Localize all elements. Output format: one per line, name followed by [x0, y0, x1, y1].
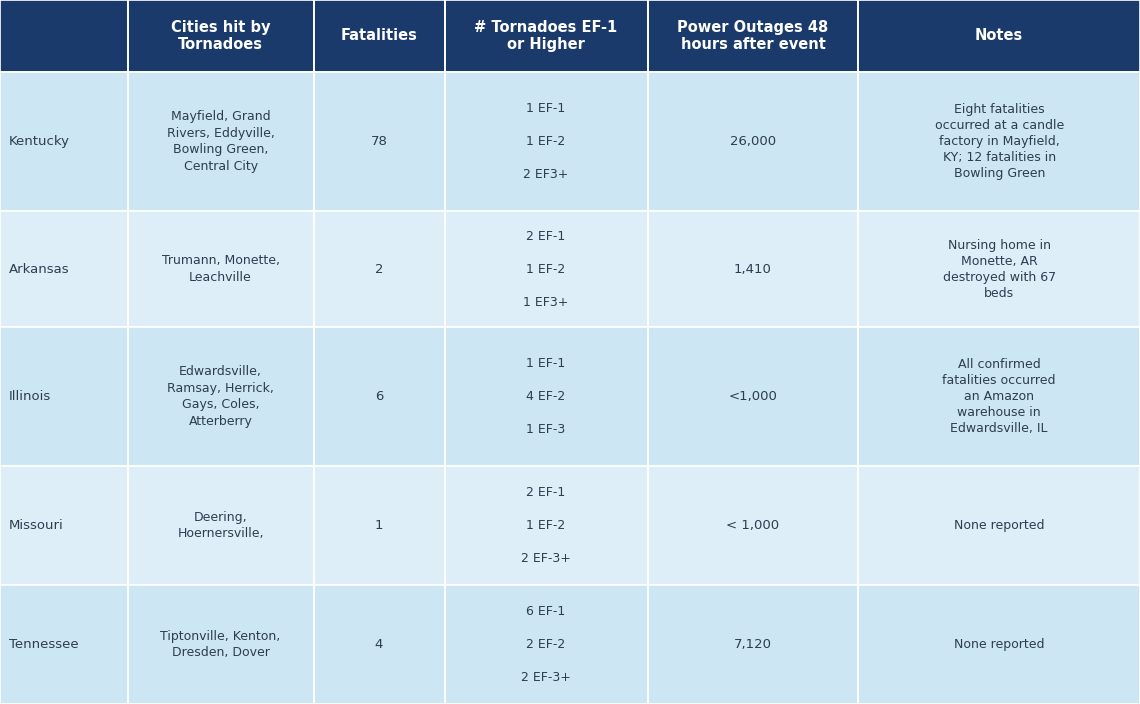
FancyBboxPatch shape — [445, 466, 648, 585]
FancyBboxPatch shape — [0, 0, 128, 72]
Text: Tennessee: Tennessee — [9, 638, 79, 651]
FancyBboxPatch shape — [648, 327, 858, 466]
Text: 1: 1 — [375, 519, 383, 532]
FancyBboxPatch shape — [128, 72, 314, 211]
FancyBboxPatch shape — [858, 211, 1140, 327]
Text: 1,410: 1,410 — [734, 263, 772, 275]
FancyBboxPatch shape — [648, 585, 858, 704]
FancyBboxPatch shape — [314, 72, 445, 211]
Text: Tiptonville, Kenton,
Dresden, Dover: Tiptonville, Kenton, Dresden, Dover — [161, 630, 280, 660]
Text: None reported: None reported — [954, 638, 1044, 651]
Text: Missouri: Missouri — [9, 519, 64, 532]
Text: Notes: Notes — [975, 28, 1024, 44]
FancyBboxPatch shape — [0, 72, 128, 211]
FancyBboxPatch shape — [0, 466, 128, 585]
Text: Trumann, Monette,
Leachville: Trumann, Monette, Leachville — [162, 254, 279, 284]
Text: Nursing home in
Monette, AR
destroyed with 67
beds: Nursing home in Monette, AR destroyed wi… — [943, 239, 1056, 300]
Text: 6: 6 — [375, 390, 383, 403]
FancyBboxPatch shape — [858, 585, 1140, 704]
FancyBboxPatch shape — [314, 0, 445, 72]
Text: All confirmed
fatalities occurred
an Amazon
warehouse in
Edwardsville, IL: All confirmed fatalities occurred an Ama… — [943, 358, 1056, 435]
Text: Edwardsville,
Ramsay, Herrick,
Gays, Coles,
Atterberry: Edwardsville, Ramsay, Herrick, Gays, Col… — [168, 365, 274, 428]
Text: Illinois: Illinois — [9, 390, 51, 403]
Text: Mayfield, Grand
Rivers, Eddyville,
Bowling Green,
Central City: Mayfield, Grand Rivers, Eddyville, Bowli… — [166, 111, 275, 173]
FancyBboxPatch shape — [648, 466, 858, 585]
FancyBboxPatch shape — [445, 327, 648, 466]
FancyBboxPatch shape — [858, 327, 1140, 466]
Text: Deering,
Hoernersville,: Deering, Hoernersville, — [178, 511, 263, 541]
Text: 2 EF-1

1 EF-2

2 EF-3+: 2 EF-1 1 EF-2 2 EF-3+ — [521, 486, 571, 565]
FancyBboxPatch shape — [128, 327, 314, 466]
FancyBboxPatch shape — [445, 585, 648, 704]
Text: < 1,000: < 1,000 — [726, 519, 780, 532]
Text: <1,000: <1,000 — [728, 390, 777, 403]
Text: 78: 78 — [370, 135, 388, 148]
Text: Fatalities: Fatalities — [341, 28, 417, 44]
FancyBboxPatch shape — [0, 585, 128, 704]
Text: Power Outages 48
hours after event: Power Outages 48 hours after event — [677, 20, 829, 52]
FancyBboxPatch shape — [858, 0, 1140, 72]
Text: 26,000: 26,000 — [730, 135, 776, 148]
FancyBboxPatch shape — [445, 72, 648, 211]
FancyBboxPatch shape — [128, 0, 314, 72]
Text: 2 EF-1

1 EF-2

1 EF3+: 2 EF-1 1 EF-2 1 EF3+ — [523, 230, 569, 308]
FancyBboxPatch shape — [314, 585, 445, 704]
FancyBboxPatch shape — [648, 211, 858, 327]
FancyBboxPatch shape — [128, 466, 314, 585]
FancyBboxPatch shape — [0, 327, 128, 466]
FancyBboxPatch shape — [314, 211, 445, 327]
FancyBboxPatch shape — [314, 466, 445, 585]
Text: 4: 4 — [375, 638, 383, 651]
Text: 6 EF-1

2 EF-2

2 EF-3+: 6 EF-1 2 EF-2 2 EF-3+ — [521, 605, 571, 684]
FancyBboxPatch shape — [128, 211, 314, 327]
FancyBboxPatch shape — [858, 72, 1140, 211]
FancyBboxPatch shape — [0, 211, 128, 327]
Text: 2: 2 — [375, 263, 383, 275]
Text: 7,120: 7,120 — [734, 638, 772, 651]
FancyBboxPatch shape — [648, 72, 858, 211]
Text: 1 EF-1

1 EF-2

2 EF3+: 1 EF-1 1 EF-2 2 EF3+ — [523, 102, 569, 181]
FancyBboxPatch shape — [445, 211, 648, 327]
FancyBboxPatch shape — [858, 466, 1140, 585]
FancyBboxPatch shape — [128, 585, 314, 704]
Text: Kentucky: Kentucky — [9, 135, 71, 148]
Text: Arkansas: Arkansas — [9, 263, 70, 275]
Text: Cities hit by
Tornadoes: Cities hit by Tornadoes — [171, 20, 270, 52]
Text: 1 EF-1

4 EF-2

1 EF-3: 1 EF-1 4 EF-2 1 EF-3 — [527, 357, 565, 436]
FancyBboxPatch shape — [445, 0, 648, 72]
Text: Eight fatalities
occurred at a candle
factory in Mayfield,
KY; 12 fatalities in
: Eight fatalities occurred at a candle fa… — [935, 103, 1064, 180]
FancyBboxPatch shape — [314, 327, 445, 466]
Text: None reported: None reported — [954, 519, 1044, 532]
Text: # Tornadoes EF-1
or Higher: # Tornadoes EF-1 or Higher — [474, 20, 618, 52]
FancyBboxPatch shape — [648, 0, 858, 72]
